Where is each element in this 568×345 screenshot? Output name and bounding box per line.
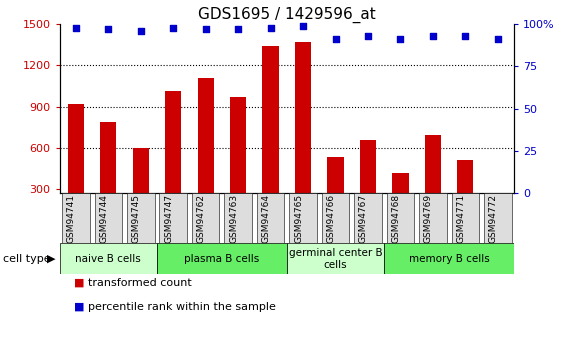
Text: GSM94764: GSM94764 bbox=[262, 194, 270, 243]
Text: cell type: cell type bbox=[3, 254, 51, 264]
Text: GSM94765: GSM94765 bbox=[294, 194, 303, 243]
FancyBboxPatch shape bbox=[419, 193, 446, 243]
Bar bbox=[230, 97, 247, 193]
Point bbox=[493, 37, 502, 42]
Text: ▶: ▶ bbox=[47, 254, 56, 264]
Point bbox=[266, 25, 275, 30]
FancyBboxPatch shape bbox=[387, 193, 414, 243]
Text: GSM94768: GSM94768 bbox=[391, 194, 400, 243]
FancyBboxPatch shape bbox=[452, 193, 479, 243]
Bar bbox=[295, 42, 311, 193]
Text: ■: ■ bbox=[74, 302, 84, 312]
Bar bbox=[262, 46, 279, 193]
Point bbox=[136, 28, 145, 34]
Point bbox=[169, 25, 178, 30]
FancyBboxPatch shape bbox=[484, 193, 512, 243]
FancyBboxPatch shape bbox=[60, 243, 157, 274]
Point bbox=[299, 23, 308, 29]
Point bbox=[428, 33, 437, 39]
Point bbox=[396, 37, 405, 42]
Text: GSM94745: GSM94745 bbox=[132, 194, 141, 243]
Text: memory B cells: memory B cells bbox=[409, 254, 490, 264]
Bar bbox=[327, 157, 344, 193]
FancyBboxPatch shape bbox=[287, 243, 384, 274]
FancyBboxPatch shape bbox=[224, 193, 252, 243]
Point bbox=[364, 33, 373, 39]
Text: GSM94747: GSM94747 bbox=[164, 194, 173, 243]
FancyBboxPatch shape bbox=[289, 193, 317, 243]
Text: GSM94741: GSM94741 bbox=[67, 194, 76, 243]
FancyBboxPatch shape bbox=[321, 193, 349, 243]
Text: GSM94772: GSM94772 bbox=[489, 194, 498, 243]
FancyBboxPatch shape bbox=[192, 193, 219, 243]
Text: transformed count: transformed count bbox=[88, 278, 192, 288]
Bar bbox=[198, 78, 214, 193]
Text: naive B cells: naive B cells bbox=[76, 254, 141, 264]
Text: GSM94767: GSM94767 bbox=[359, 194, 368, 243]
FancyBboxPatch shape bbox=[157, 243, 287, 274]
FancyBboxPatch shape bbox=[384, 243, 514, 274]
Bar bbox=[133, 148, 149, 193]
Bar bbox=[360, 140, 376, 193]
FancyBboxPatch shape bbox=[94, 193, 122, 243]
Point bbox=[233, 27, 243, 32]
Point bbox=[331, 37, 340, 42]
Text: GSM94762: GSM94762 bbox=[197, 194, 206, 243]
Text: germinal center B
cells: germinal center B cells bbox=[289, 248, 382, 269]
Point bbox=[201, 27, 210, 32]
Bar bbox=[165, 91, 181, 193]
Bar bbox=[457, 160, 474, 193]
Text: ■: ■ bbox=[74, 278, 84, 288]
Point bbox=[72, 25, 81, 30]
Text: GSM94769: GSM94769 bbox=[424, 194, 433, 243]
Point bbox=[461, 33, 470, 39]
Bar bbox=[100, 122, 116, 193]
FancyBboxPatch shape bbox=[127, 193, 154, 243]
FancyBboxPatch shape bbox=[62, 193, 90, 243]
Text: GSM94744: GSM94744 bbox=[99, 194, 108, 243]
Text: GSM94771: GSM94771 bbox=[456, 194, 465, 243]
Bar bbox=[425, 136, 441, 193]
Bar bbox=[392, 172, 408, 193]
FancyBboxPatch shape bbox=[160, 193, 187, 243]
Text: GSM94766: GSM94766 bbox=[327, 194, 336, 243]
Title: GDS1695 / 1429596_at: GDS1695 / 1429596_at bbox=[198, 7, 375, 23]
FancyBboxPatch shape bbox=[257, 193, 285, 243]
Point bbox=[104, 27, 113, 32]
Text: GSM94763: GSM94763 bbox=[229, 194, 238, 243]
Bar bbox=[68, 104, 84, 193]
Text: percentile rank within the sample: percentile rank within the sample bbox=[88, 302, 276, 312]
FancyBboxPatch shape bbox=[354, 193, 382, 243]
Text: plasma B cells: plasma B cells bbox=[184, 254, 260, 264]
